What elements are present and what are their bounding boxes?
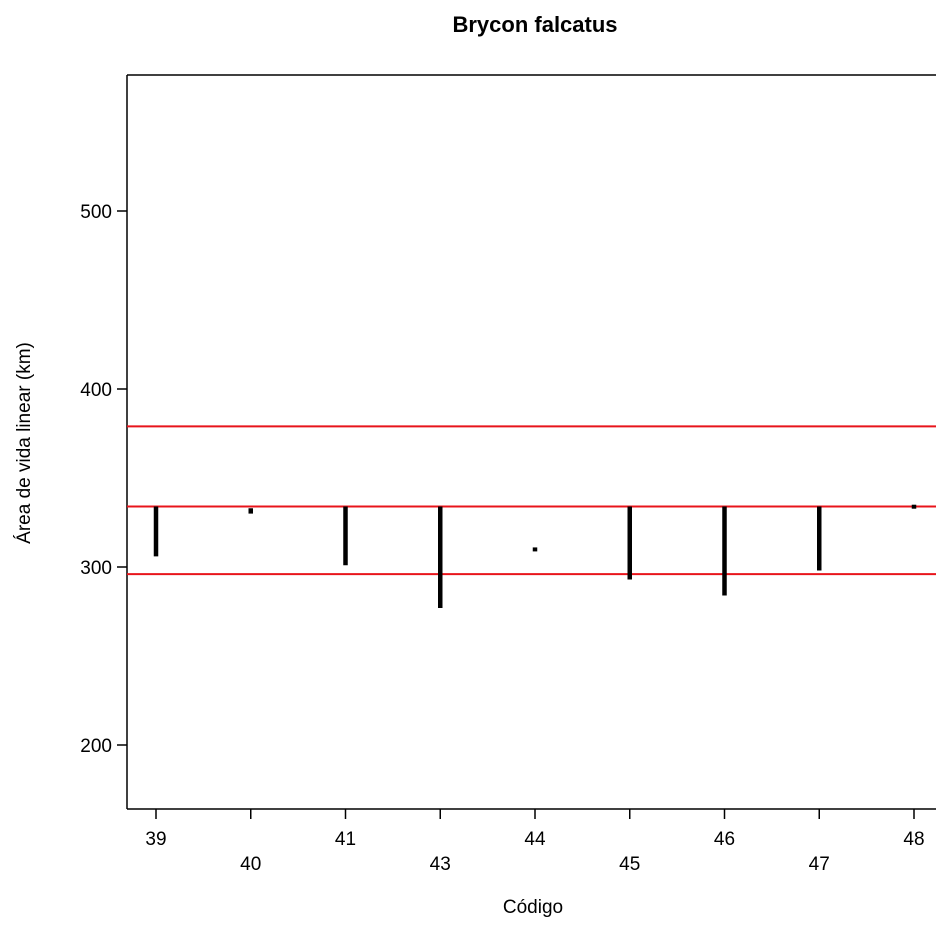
x-tick-label-47: 47 bbox=[809, 854, 830, 875]
y-tick-label-300: 300 bbox=[80, 558, 112, 579]
chart-title: Brycon falcatus bbox=[452, 12, 617, 37]
y-axis: 200 300 400 500 bbox=[80, 202, 127, 757]
x-tick-label-48: 48 bbox=[903, 829, 924, 850]
y-tick-label-200: 200 bbox=[80, 736, 112, 757]
plot-frame bbox=[126, 74, 936, 810]
x-tick-label-46: 46 bbox=[714, 829, 735, 850]
x-tick-label-44: 44 bbox=[524, 829, 546, 850]
x-tick-label-43: 43 bbox=[430, 854, 451, 875]
x-tick-label-40: 40 bbox=[240, 854, 261, 875]
x-tick-label-45: 45 bbox=[619, 854, 640, 875]
y-axis-label: Área de vida linear (km) bbox=[14, 342, 35, 544]
x-tick-label-41: 41 bbox=[335, 829, 356, 850]
data-ranges bbox=[153, 504, 917, 608]
x-axis-label: Código bbox=[503, 897, 563, 918]
y-tick-label-400: 400 bbox=[80, 380, 112, 401]
x-axis: 39 40 41 43 44 45 46 47 48 bbox=[145, 809, 925, 875]
reference-lines bbox=[127, 425, 936, 576]
x-tick-label-39: 39 bbox=[145, 829, 166, 850]
y-tick-label-500: 500 bbox=[80, 202, 112, 223]
